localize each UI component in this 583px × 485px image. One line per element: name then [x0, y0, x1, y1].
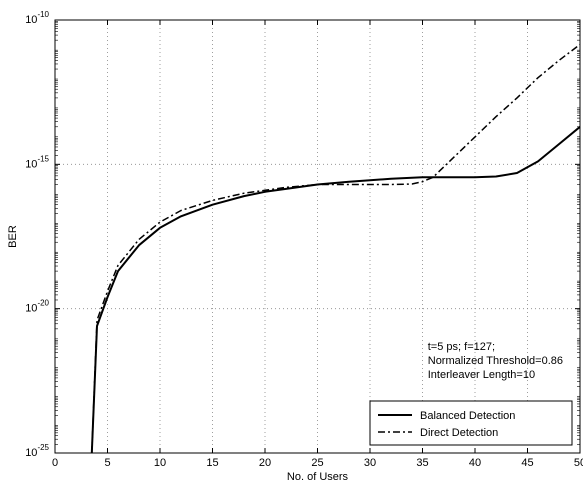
- x-tick-label: 30: [364, 457, 376, 469]
- legend: Balanced Detection Direct Detection: [369, 400, 573, 446]
- annotation-line: Normalized Threshold=0.86: [428, 355, 563, 367]
- legend-label-direct: Direct Detection: [420, 427, 498, 439]
- legend-label-balanced: Balanced Detection: [420, 410, 515, 422]
- x-axis-label: No. of Users: [287, 471, 349, 483]
- y-tick-labels: 10-10 10-15 10-20 10-25: [25, 10, 49, 459]
- x-tick-label: 40: [469, 457, 481, 469]
- x-tick-label: 15: [206, 457, 218, 469]
- y-tick-label: 10-10: [25, 10, 49, 26]
- x-tick-label: 5: [104, 457, 110, 469]
- x-tick-labels: 0 5 10 15 20 25 30 35 40 45 50: [52, 457, 583, 469]
- x-tick-label: 20: [259, 457, 271, 469]
- y-axis-label: BER: [7, 225, 19, 248]
- x-tick-label: 0: [52, 457, 58, 469]
- x-tick-label: 25: [311, 457, 323, 469]
- y-tick-label: 10-20: [25, 299, 49, 315]
- series-lines: [90, 43, 581, 454]
- y-tick-label: 10-25: [25, 443, 49, 459]
- x-tick-label: 10: [154, 457, 166, 469]
- series-line-direct-detection: [91, 43, 581, 454]
- y-tick-label: 10-15: [25, 154, 49, 170]
- x-tick-label: 35: [416, 457, 428, 469]
- x-tick-label: 45: [521, 457, 533, 469]
- plot-frame: [54, 19, 581, 454]
- annotation-line: Interleaver Length=10: [428, 369, 535, 381]
- parameter-annotation: t=5 ps; f=127; Normalized Threshold=0.86…: [428, 341, 563, 381]
- x-tick-label: 50: [574, 457, 583, 469]
- grid-lines: [55, 20, 580, 453]
- annotation-line: t=5 ps; f=127;: [428, 341, 495, 353]
- legend-box: [369, 400, 573, 446]
